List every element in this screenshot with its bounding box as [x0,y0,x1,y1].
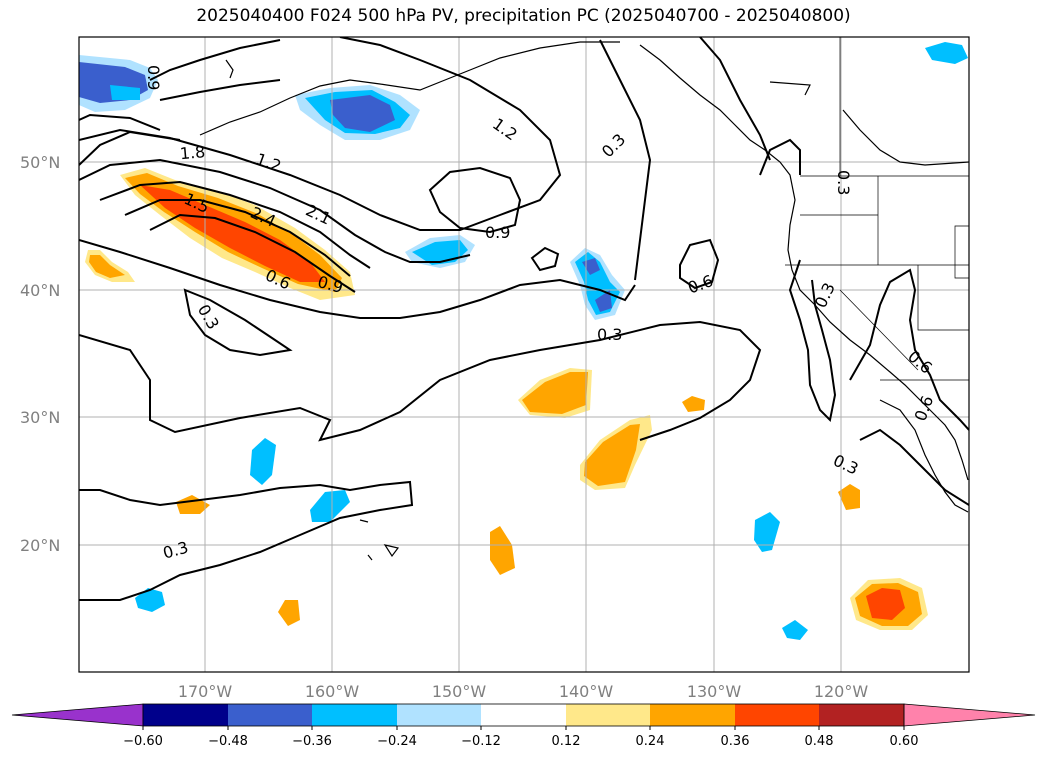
pv-contour-labels: 0.9 1.2 1.8 1.2 2.4 2.1 1.5 0.6 0.9 0.3 … [144,65,937,563]
colorbar-segment [903,703,1036,727]
colorbar-segment [481,704,566,726]
colorbar-segment [11,703,144,727]
contour-label: 0.9 [144,65,163,90]
colorbar-segment [650,704,735,726]
colorbar-tick-label: 0.60 [890,734,919,749]
lon-label: 150°W [432,682,487,701]
gridlines [79,37,969,672]
colorbar-tick-label: −0.24 [377,734,417,749]
colorbar-tick-label: −0.12 [461,734,501,749]
lon-label: 140°W [559,682,614,701]
colorbar-segment [143,704,228,726]
contour-label: 0.3 [834,170,853,195]
colorbar-segment [397,704,481,726]
colorbar-tick-label: 0.36 [721,734,750,749]
colorbar-segment [228,704,312,726]
colorbar: −0.60 −0.48 −0.36 −0.24 −0.12 0.12 0.24 0.36 0.4… [11,703,1036,749]
map-title: 2025040400 F024 500 hPa PV, precipitatio… [196,6,851,26]
lat-label: 50°N [20,153,60,172]
lat-label: 20°N [20,536,60,555]
colorbar-segment [735,704,819,726]
contour-label: 0.9 [485,223,510,242]
precip-anomaly-fills [79,42,968,640]
map-area [79,37,969,672]
colorbar-segment [312,704,397,726]
lon-label: 120°W [814,682,869,701]
contour-label: 1.8 [179,142,206,163]
pv-contours [79,37,969,601]
map-frame [78,36,970,673]
colorbar-tick-label: 0.24 [636,734,665,749]
lat-label: 30°N [20,408,60,427]
coastlines [199,41,969,561]
colorbar-tick-label: −0.48 [208,734,248,749]
contour-label: 0.3 [597,325,622,344]
lon-labels: 170°W 160°W 150°W 140°W 130°W 120°W [178,682,869,701]
lon-label: 170°W [178,682,233,701]
lat-label: 40°N [20,281,60,300]
borders [785,37,969,381]
colorbar-segment [566,704,650,726]
colorbar-segment [819,704,904,726]
colorbar-tick-label: −0.60 [123,734,163,749]
colorbar-tick-label: 0.48 [805,734,834,749]
colorbar-tick-label: 0.12 [552,734,581,749]
lon-label: 160°W [305,682,360,701]
lat-labels: 50°N 40°N 30°N 20°N [20,153,60,555]
colorbar-tick-label: −0.36 [292,734,332,749]
colorbar-outline [142,703,905,727]
lon-label: 130°W [687,682,742,701]
